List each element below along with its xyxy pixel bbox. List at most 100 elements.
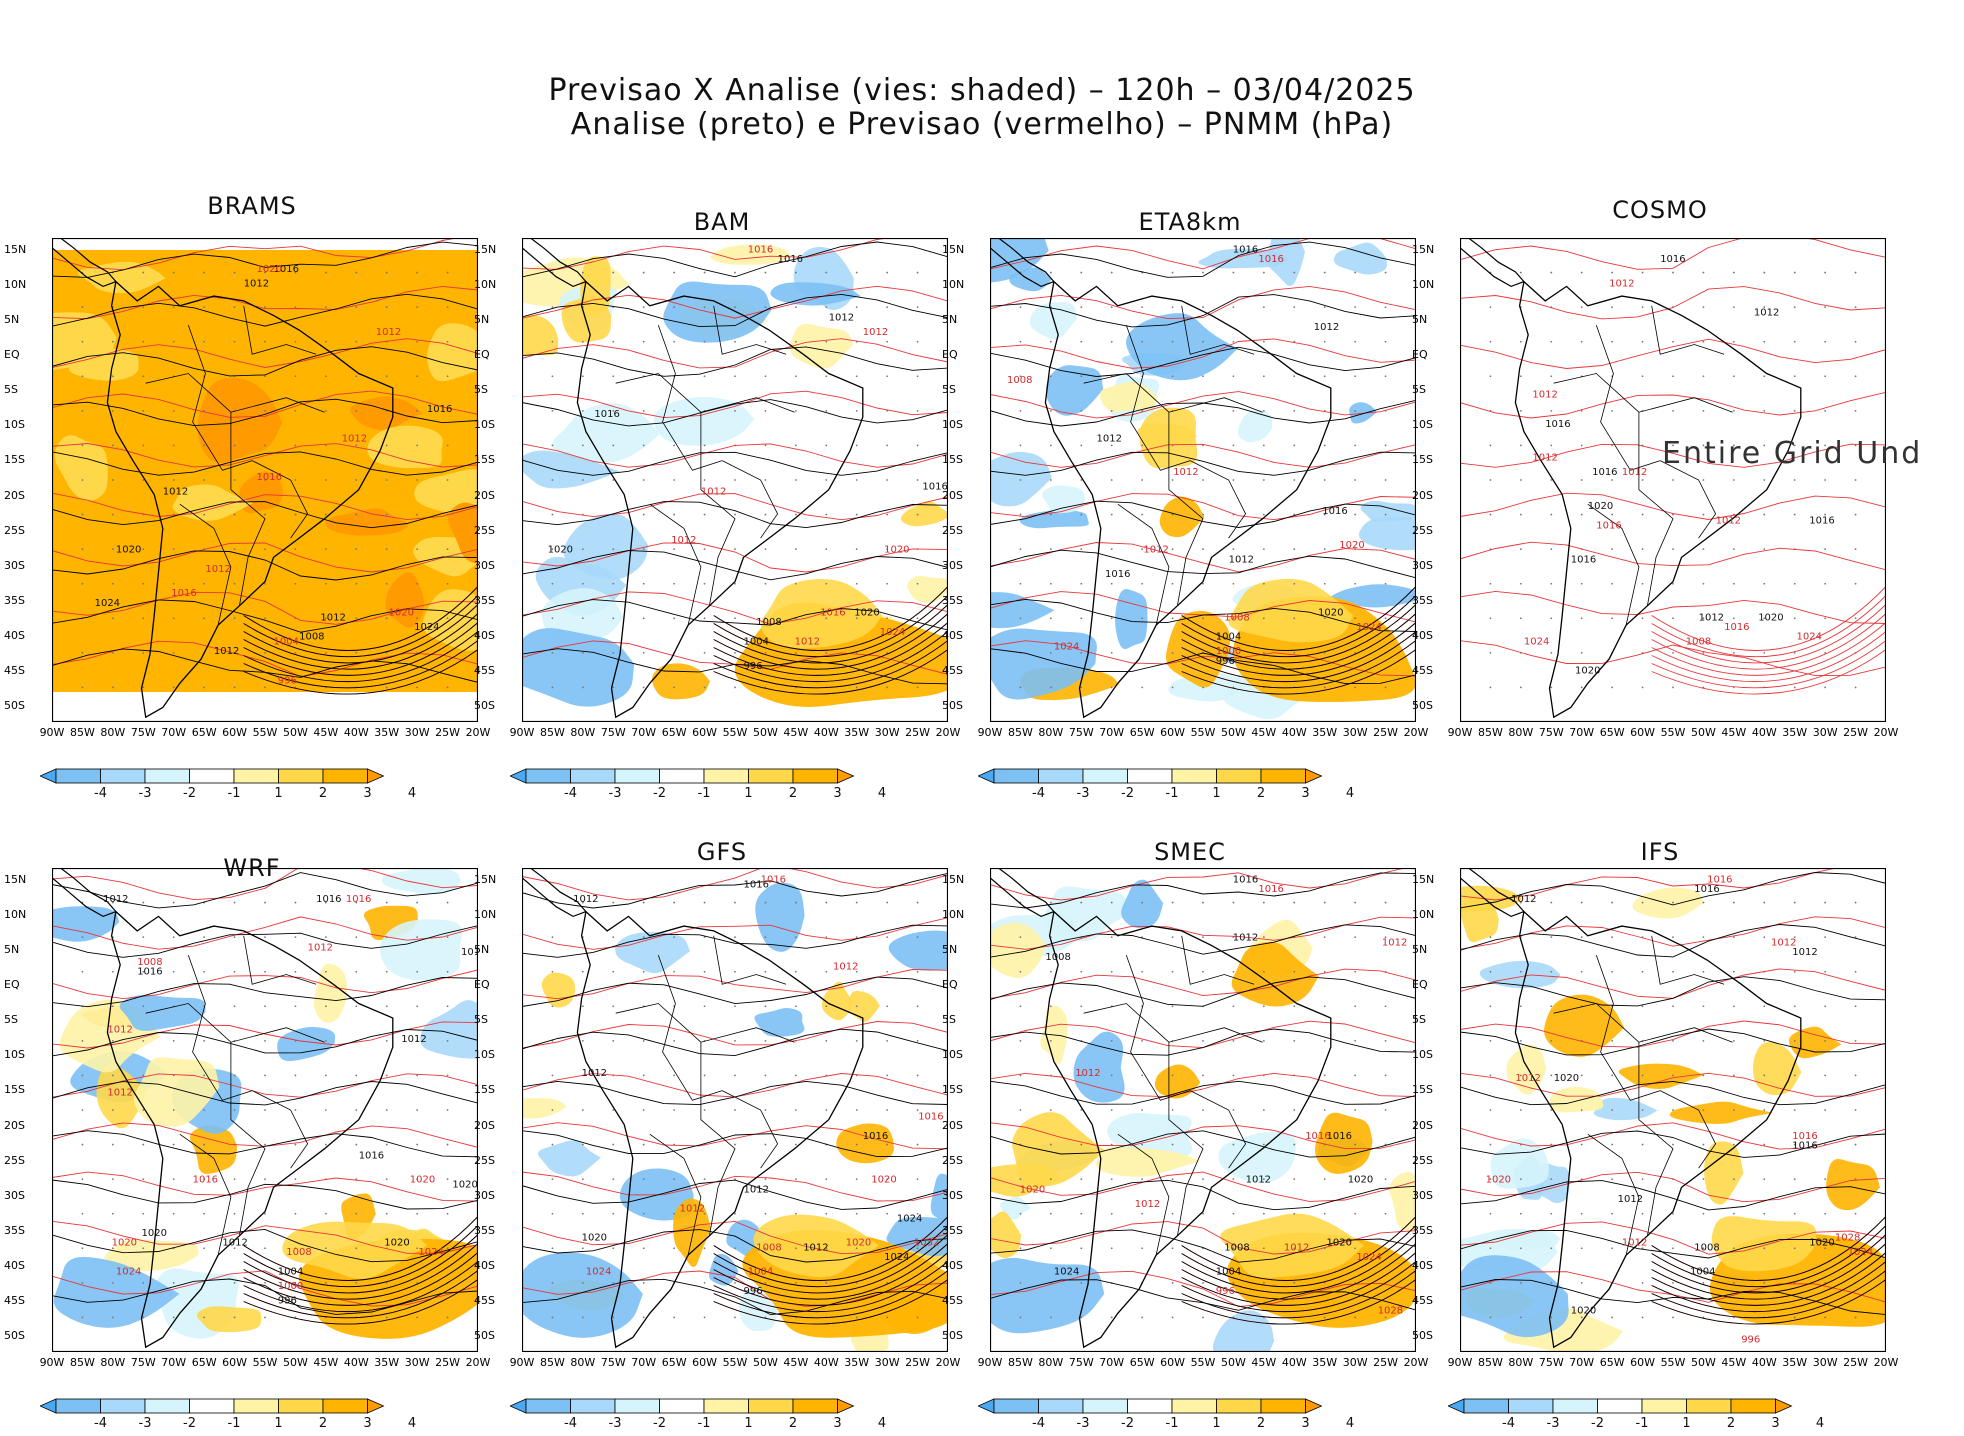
grid-dot: [1672, 1247, 1674, 1250]
grid-dot: [1793, 686, 1796, 689]
grid-dot: [1019, 340, 1022, 343]
colorbar-swatch: [1038, 768, 1084, 784]
isobar: [522, 868, 948, 901]
colorbar-swatch: [993, 1398, 1039, 1414]
grid-dot: [81, 340, 84, 343]
grid-dot: [1019, 1247, 1022, 1250]
grid-dot: [1519, 1247, 1522, 1250]
grid-dot: [764, 340, 767, 343]
isobar: [522, 241, 948, 278]
map-svg: 1016101610121012101210161016102010121012…: [522, 868, 948, 1352]
grid-dot: [642, 1316, 645, 1319]
grid-dot: [1384, 936, 1387, 939]
lon-tick-label: 65W: [1599, 1356, 1625, 1369]
isobar-label: 1012: [701, 487, 726, 498]
grid-dot: [1354, 1281, 1357, 1284]
grid-dot: [1702, 271, 1705, 274]
grid-dot: [355, 936, 358, 939]
grid-dot: [324, 340, 327, 343]
grid-dot: [1824, 1281, 1827, 1284]
grid-dot: [825, 409, 828, 412]
isobar-label: 1016: [761, 875, 786, 886]
isobar: [990, 294, 1416, 328]
grid-dot: [1580, 479, 1583, 481]
colorbar-swatch: [1171, 768, 1217, 784]
grid-dot: [1489, 513, 1492, 516]
grid-dot: [1202, 1178, 1204, 1181]
grid-dot: [916, 901, 919, 904]
grid-dot: [1489, 1178, 1492, 1181]
grid-dot: [734, 970, 736, 973]
grid-dot: [1854, 686, 1857, 689]
grid-dot: [1232, 651, 1235, 654]
grid-dot: [1262, 1143, 1265, 1146]
isobar: [990, 1179, 1416, 1211]
isobar: [52, 1081, 478, 1106]
grid-dot: [1232, 1109, 1235, 1111]
grid-dot: [81, 1074, 84, 1077]
lon-tick-label: 85W: [539, 726, 565, 739]
grid-dot: [794, 306, 797, 309]
grid-dot: [1854, 375, 1857, 378]
grid-dot: [673, 1316, 676, 1319]
isobar-label: 1012: [1754, 307, 1779, 318]
grid-dot: [1049, 686, 1052, 689]
grid-dot: [642, 1281, 645, 1284]
isobar: [1181, 604, 1416, 664]
bias-blob: [1543, 994, 1625, 1057]
lat-tick-label: 25S: [4, 1153, 25, 1167]
grid-dot: [703, 1074, 706, 1077]
lon-tick-label: 30W: [1342, 726, 1368, 739]
isobar-label: 1012: [1699, 612, 1724, 623]
country-border: [1651, 305, 1725, 355]
grid-dot: [886, 271, 889, 274]
grid-dot: [612, 936, 615, 939]
bias-blob: [1788, 1026, 1842, 1059]
bias-blob: [1126, 313, 1238, 381]
grid-dot: [1110, 444, 1113, 447]
grid-dot: [385, 306, 388, 309]
grid-dot: [581, 1109, 584, 1111]
coastline: [106, 910, 394, 1349]
grid-dot: [324, 1109, 327, 1111]
grid-dot: [1384, 548, 1387, 551]
grid-dot: [355, 444, 358, 447]
grid-dot: [1110, 1109, 1113, 1111]
grid-dot: [1793, 1143, 1796, 1146]
isobar-label: 1016: [274, 264, 299, 275]
isobar: [52, 492, 478, 521]
grid-dot: [642, 901, 645, 904]
grid-dot: [1854, 1316, 1857, 1319]
isobar-label: 1020: [1571, 1305, 1596, 1316]
grid-dot: [1354, 1247, 1357, 1250]
grid-dot: [111, 1039, 114, 1042]
grid-dot: [1171, 1109, 1174, 1111]
isobar: [52, 1270, 478, 1307]
isobar-label: 1008: [756, 617, 781, 628]
grid-dot: [855, 271, 858, 274]
grid-dot: [264, 1316, 266, 1319]
grid-dot: [825, 271, 828, 274]
isobar-label: 1012: [163, 487, 188, 498]
grid-dot: [1232, 1281, 1235, 1284]
grid-dot: [416, 1316, 419, 1319]
isobar-label: 1032: [914, 1238, 939, 1249]
grid-dot: [886, 1109, 889, 1111]
panel-ifs: IFS 1016 1016 1012 1012 1012 1012 1020 1016 1016 1…: [1412, 826, 1900, 1431]
grid-dot: [1672, 1005, 1674, 1008]
isobar: [522, 390, 948, 419]
grid-dot: [446, 1212, 449, 1215]
grid-dot: [1049, 1005, 1052, 1008]
grid-dot: [111, 375, 114, 378]
grid-dot: [1019, 479, 1022, 481]
grid-dot: [1354, 409, 1357, 412]
grid-dot: [1641, 1074, 1644, 1077]
lon-tick-label: 20W: [465, 726, 491, 739]
grid-dot: [1824, 617, 1827, 620]
isobar-label: 1016: [1571, 554, 1596, 565]
lat-tick-label: EQ: [474, 348, 490, 362]
isobar-label: 1008: [1224, 1242, 1249, 1253]
grid-dot: [551, 409, 554, 412]
lon-tick-label: 20W: [1873, 1356, 1899, 1369]
